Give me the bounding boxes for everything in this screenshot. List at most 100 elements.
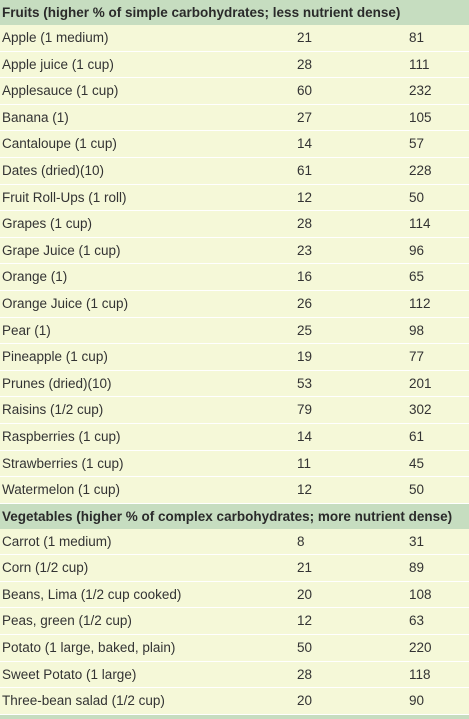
- food-name-cell: Raisins (1/2 cup): [2, 402, 104, 418]
- calories-cell: 57: [409, 136, 425, 152]
- table-row: Beans, Lima (1/2 cup cooked) 20 108: [0, 582, 469, 609]
- table-row: Strawberries (1 cup) 11 45: [0, 451, 469, 478]
- food-name-cell: Apple (1 medium): [2, 30, 109, 45]
- carbs-cell: 61: [297, 162, 313, 178]
- carbs-cell: 26: [297, 295, 313, 311]
- table-row: Pineapple (1 cup) 19 77: [0, 344, 469, 371]
- table-row: Raisins (1/2 cup) 79 302: [0, 397, 469, 424]
- food-name-cell: Cantaloupe (1 cup): [2, 136, 117, 152]
- food-name-cell: Peas, green (1/2 cup): [2, 613, 132, 629]
- calories-cell: 90: [409, 693, 425, 709]
- table-row: Carrot (1 medium) 8 31: [0, 529, 469, 556]
- table-row: Banana (1) 27 105: [0, 105, 469, 132]
- carbs-cell: 28: [297, 216, 313, 232]
- carbs-cell: 12: [297, 189, 313, 205]
- food-name-cell: Prunes (dried)(10): [2, 375, 112, 391]
- table-row: Peas, green (1/2 cup) 12 63: [0, 608, 469, 636]
- table-row: Sweet Potato (1 large) 28 118: [0, 662, 469, 689]
- carbs-cell: 16: [297, 269, 313, 285]
- carbs-cell: 19: [297, 349, 313, 365]
- carbs-cell: 27: [297, 109, 313, 125]
- food-name-cell: Strawberries (1 cup): [2, 455, 124, 471]
- calories-cell: 220: [409, 640, 432, 656]
- calories-cell: 31: [409, 533, 425, 549]
- food-name-cell: Carrot (1 medium): [2, 533, 112, 549]
- table-row: Potato (1 large, baked, plain) 50 220: [0, 635, 469, 662]
- table-row: Dates (dried)(10) 61 228: [0, 158, 469, 185]
- carbs-cell: 28: [297, 666, 313, 682]
- calories-cell: 111: [409, 56, 430, 72]
- table-row: Grape Juice (1 cup) 23 96: [0, 238, 469, 265]
- table-row: Pear (1) 25 98: [0, 318, 469, 345]
- calories-cell: 89: [409, 560, 425, 576]
- food-name-cell: Three-bean salad (1/2 cup): [2, 693, 165, 709]
- food-name-cell: Sweet Potato (1 large): [2, 666, 137, 682]
- food-name-cell: Banana (1): [2, 109, 69, 125]
- carbs-cell: 8: [297, 533, 305, 549]
- carbs-cell: 21: [297, 30, 313, 45]
- calories-cell: 228: [409, 162, 432, 178]
- food-name-cell: Grapes (1 cup): [2, 216, 93, 232]
- carbs-cell: 14: [297, 136, 313, 152]
- calories-cell: 50: [409, 189, 425, 205]
- carbs-cell: 23: [297, 242, 313, 258]
- food-name-cell: Dates (dried)(10): [2, 162, 105, 178]
- table-row: Fruit Roll-Ups (1 roll) 12 50: [0, 185, 469, 212]
- carbs-cell: 21: [297, 560, 313, 576]
- food-name-cell: Watermelon (1 cup): [2, 482, 121, 498]
- section-header-fruits: Fruits (higher % of simple carbohydrates…: [0, 0, 469, 25]
- carbs-cell: 53: [297, 375, 313, 391]
- carbs-cell: 28: [297, 56, 313, 72]
- food-name-cell: Orange Juice (1 cup): [2, 295, 129, 311]
- calories-cell: 45: [409, 455, 425, 471]
- section-header-vegetables: Vegetables (higher % of complex carbohyd…: [0, 503, 469, 529]
- vegetables-rows: Carrot (1 medium) 8 31 Corn (1/2 cup) 21 89 Be…: [0, 529, 469, 715]
- calories-cell: 108: [409, 586, 432, 602]
- carbs-cell: 60: [297, 83, 313, 99]
- carbs-cell: 14: [297, 428, 313, 444]
- table-row: Raspberries (1 cup) 14 61: [0, 424, 469, 451]
- table-row: Watermelon (1 cup) 12 50: [0, 477, 469, 504]
- food-name-cell: Orange (1): [2, 269, 68, 285]
- table-row: Applesauce (1 cup) 60 232: [0, 78, 469, 105]
- calories-cell: 50: [409, 482, 425, 498]
- food-name-cell: Grape Juice (1 cup): [2, 242, 121, 258]
- fruits-rows: Apple (1 medium) 21 81 Apple juice (1 cup) 2…: [0, 25, 469, 504]
- table-row: Prunes (dried)(10) 53 201: [0, 371, 469, 398]
- table-row: Grapes (1 cup) 28 114: [0, 211, 469, 238]
- calories-cell: 201: [409, 375, 432, 391]
- food-name-cell: Corn (1/2 cup): [2, 560, 89, 576]
- calories-cell: 118: [409, 666, 431, 682]
- food-name-cell: Fruit Roll-Ups (1 roll): [2, 189, 127, 205]
- calories-cell: 77: [409, 349, 425, 365]
- carbs-cell: 50: [297, 640, 313, 656]
- food-name-cell: Potato (1 large, baked, plain): [2, 640, 176, 656]
- carbs-cell: 25: [297, 322, 313, 338]
- carbs-cell: 12: [297, 613, 313, 629]
- table-row: Orange Juice (1 cup) 26 112: [0, 291, 469, 318]
- calories-cell: 98: [409, 322, 425, 338]
- calories-cell: 96: [409, 242, 425, 258]
- calories-cell: 63: [409, 613, 425, 629]
- table-row: Apple juice (1 cup) 28 111: [0, 52, 469, 79]
- calories-cell: 81: [409, 30, 425, 45]
- table-row: Three-bean salad (1/2 cup) 20 90: [0, 688, 469, 715]
- carbs-cell: 20: [297, 586, 313, 602]
- calories-cell: 105: [409, 109, 432, 125]
- food-name-cell: Applesauce (1 cup): [2, 83, 119, 99]
- food-name-cell: Pineapple (1 cup): [2, 349, 108, 365]
- table-row: Corn (1/2 cup) 21 89: [0, 555, 469, 582]
- calories-cell: 302: [409, 402, 432, 418]
- carbs-cell: 11: [297, 455, 312, 471]
- calories-cell: 61: [409, 428, 425, 444]
- food-name-cell: Pear (1): [2, 322, 51, 338]
- food-name-cell: Raspberries (1 cup): [2, 428, 121, 444]
- food-name-cell: Beans, Lima (1/2 cup cooked): [2, 586, 182, 602]
- carbs-cell: 20: [297, 693, 313, 709]
- carbs-cell: 12: [297, 482, 313, 498]
- calories-cell: 65: [409, 269, 425, 285]
- table-row: Cantaloupe (1 cup) 14 57: [0, 131, 469, 158]
- table-bottom-border: [0, 714, 469, 719]
- table-row: Apple (1 medium) 21 81: [0, 25, 469, 52]
